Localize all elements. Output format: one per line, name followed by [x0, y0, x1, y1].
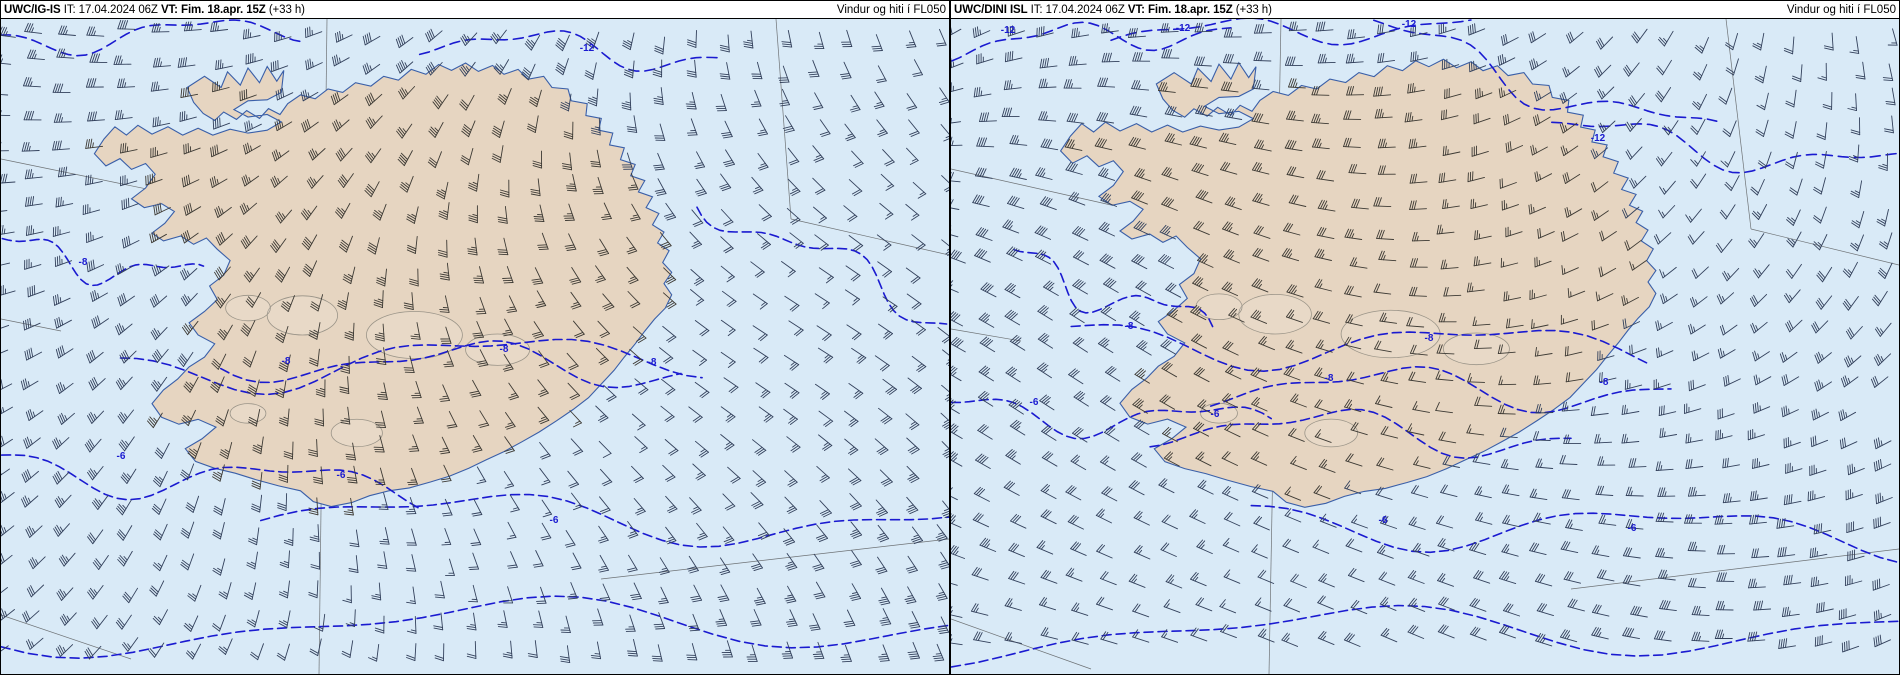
wind-barb-field [1, 19, 949, 664]
panel-right-it-label: IT: [1030, 3, 1043, 16]
panel-right-header-text: UWC/DINI ISL IT: 17.04.2024 06Z VT: Fim.… [954, 4, 1272, 16]
isotherm-line [1, 595, 949, 659]
isotherm-label: -8 [282, 356, 291, 367]
panel-right-lead: (+33 h) [1235, 3, 1272, 16]
isotherm-label: -8 [1600, 377, 1609, 388]
panel-right-header: UWC/DINI ISL IT: 17.04.2024 06Z VT: Fim.… [951, 1, 1899, 19]
isotherm-line [1149, 408, 1572, 459]
isotherm-line [951, 604, 1899, 668]
isotherm-line [1070, 323, 1652, 372]
isotherm-label: -12 [1402, 19, 1417, 30]
panel-left-header-text: UWC/IG-IS IT: 17.04.2024 06Z VT: Fim. 18… [4, 4, 305, 16]
isotherm-label: -6 [1211, 409, 1220, 420]
isotherm-label: -8 [79, 257, 88, 268]
isotherm-line [1, 237, 205, 287]
isotherm-label: -6 [1628, 523, 1637, 534]
isotherm-label: -6 [550, 515, 559, 526]
panel-right-field-label: Vindur og hiti í FL050 [1786, 3, 1896, 16]
panel-left-map-svg: -12 -8 -8 -8 -8 -6 -6 -6 [1, 19, 949, 674]
panel-left-lead: (+33 h) [268, 3, 305, 16]
isotherm-label: -6 [117, 451, 126, 462]
panel-right-map-svg: -12 -12 -12 -12 -8 -8 -8 -8 -6 -6 -6 -6 [951, 19, 1899, 674]
wind-barb-field [951, 21, 1898, 653]
isotherm-label: -8 [648, 357, 657, 368]
isotherm-label: -8 [500, 344, 509, 355]
isotherm-line [1250, 504, 1899, 564]
panel-left-it-value: 17.04.2024 06Z [78, 3, 158, 16]
isotherm-line [260, 493, 949, 548]
isotherm-label: -6 [1379, 515, 1388, 526]
isotherm-line [1, 454, 421, 510]
panel-right-vt-label: VT: [1127, 3, 1145, 16]
panel-right-vt-value: Fim. 18.apr. 15Z [1147, 3, 1233, 16]
isotherm-labels: -12 -8 -8 -8 -8 -6 -6 -6 [79, 43, 657, 526]
isotherm-label: -12 [1176, 23, 1191, 34]
panel-left-vt-label: VT: [160, 3, 178, 16]
isotherm-label: -8 [1425, 333, 1434, 344]
panel-left-model: UWC/IG-IS [4, 3, 61, 16]
isotherm-line [951, 398, 1272, 440]
panel-right-it-value: 17.04.2024 06Z [1045, 3, 1125, 16]
isotherm-contours [951, 19, 1899, 668]
isotherm-line [220, 340, 682, 389]
isotherm-label: -6 [337, 470, 346, 481]
panel-right: UWC/DINI ISL IT: 17.04.2024 06Z VT: Fim.… [950, 0, 1900, 675]
panel-right-model: UWC/DINI ISL [954, 3, 1028, 16]
panel-left-map: -12 -8 -8 -8 -8 -6 -6 -6 [1, 19, 949, 674]
isotherm-label: -8 [1125, 321, 1134, 332]
isotherm-label: -8 [1325, 373, 1334, 384]
isotherm-line [1209, 366, 1672, 414]
panel-left-it-label: IT: [63, 3, 76, 16]
isotherm-line [696, 206, 948, 325]
isotherm-label: -12 [1001, 25, 1016, 36]
isotherm-label: -6 [1030, 397, 1039, 408]
isotherm-label: -12 [1591, 133, 1606, 144]
panel-left-field-label: Vindur og hiti í FL050 [836, 3, 946, 16]
panel-left-header: UWC/IG-IS IT: 17.04.2024 06Z VT: Fim. 18… [1, 1, 949, 19]
panel-left-vt-value: Fim. 18.apr. 15Z [181, 3, 266, 16]
isotherm-line [951, 21, 1232, 62]
isotherm-labels: -12 -12 -12 -12 -8 -8 -8 -8 -6 -6 -6 -6 [1001, 19, 1637, 534]
panel-left: UWC/IG-IS IT: 17.04.2024 06Z VT: Fim. 18… [0, 0, 950, 675]
isotherm-line [1110, 19, 1472, 46]
panel-right-map: -12 -12 -12 -12 -8 -8 -8 -8 -6 -6 -6 -6 [951, 19, 1899, 674]
iceland-landmass [93, 62, 673, 508]
isotherm-label: -12 [580, 43, 595, 54]
isotherm-line [1, 19, 303, 57]
